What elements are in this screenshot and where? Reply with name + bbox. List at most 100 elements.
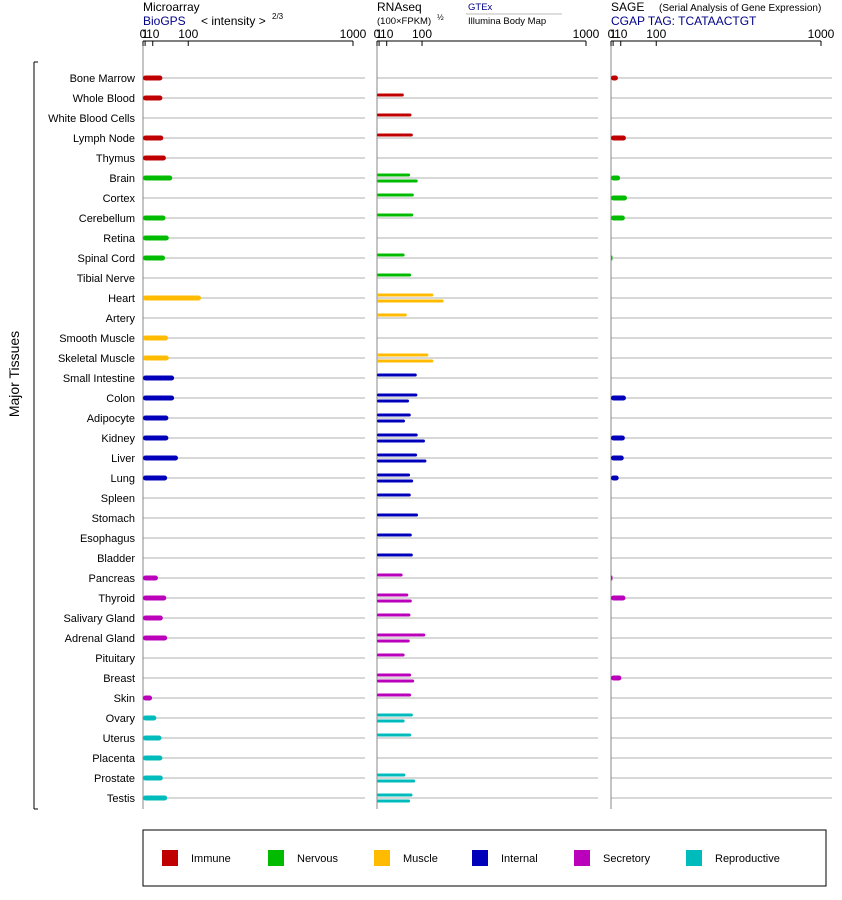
tissue-labels: Bone Marrow Whole Blood White Blood Cells L… (48, 73, 136, 805)
tissue-label: Lung (111, 473, 135, 485)
sage-bar (611, 195, 627, 201)
rnaseq-gtex-bar (377, 113, 412, 117)
rnaseq-gtex-bar (377, 793, 413, 797)
rnaseq-gtex-bar (377, 713, 413, 717)
rnaseq-illumina-bar (377, 399, 410, 403)
legend-label-nervous: Nervous (297, 853, 338, 865)
tissue-label: Small Intestine (63, 373, 135, 385)
bars (143, 75, 627, 803)
biogps-link[interactable]: BioGPS (143, 14, 186, 28)
rnaseq-gtex-bar (377, 253, 405, 257)
rnaseq-gtex-bar (377, 413, 411, 417)
microarray-tick-label: 1000 (340, 27, 367, 41)
microarray-tick-label: 0 (140, 27, 147, 41)
tissue-label: Pituitary (95, 653, 135, 665)
microarray-bar (143, 435, 169, 441)
microarray-bar (143, 455, 178, 461)
sage-bar (611, 435, 625, 441)
rnaseq-illumina-bar (377, 299, 444, 303)
tissue-label: Thyroid (98, 593, 135, 605)
illumina-label: Illumina Body Map (468, 16, 546, 27)
rnaseq-gtex-bar (377, 213, 414, 217)
tissue-label: Cortex (103, 193, 136, 205)
tissue-label: Adrenal Gland (65, 633, 135, 645)
rnaseq-gtex-bar (377, 133, 413, 137)
rnaseq-gtex-bar (377, 513, 419, 517)
sage-bar (611, 475, 619, 481)
y-axis-title: Major Tissues (6, 331, 22, 417)
microarray-bar (143, 575, 158, 581)
microarray-title: Microarray (143, 0, 200, 14)
rnaseq-gtex-bar (377, 353, 429, 357)
rnaseq-tick-label: 10 (380, 27, 394, 41)
microarray-tick-label: 100 (178, 27, 198, 41)
sage-subtitle: (Serial Analysis of Gene Expression) (659, 3, 821, 14)
rnaseq-gtex-bar (377, 573, 403, 577)
sage-tick-label: 1 (610, 27, 617, 41)
microarray-bar (143, 795, 168, 801)
tissue-label: Uterus (103, 733, 136, 745)
rnaseq-gtex-bar (377, 193, 414, 197)
legend: Immune Nervous Muscle Internal Secretory Repr… (162, 850, 780, 866)
tissue-label: Esophagus (80, 533, 136, 545)
rnaseq-gtex-bar (377, 393, 418, 397)
intensity-label: < intensity > (201, 14, 266, 28)
tissue-label: Prostate (94, 773, 135, 785)
rnaseq-gtex-bar (377, 473, 411, 477)
tissue-label: Thymus (96, 153, 136, 165)
tissue-label: White Blood Cells (48, 113, 135, 125)
legend-label-muscle: Muscle (403, 853, 438, 865)
sage-tick-label: 0 (608, 27, 615, 41)
microarray-bar (143, 755, 163, 761)
legend-swatch-internal (472, 850, 488, 866)
sage-tick-label: 100 (646, 27, 666, 41)
rnaseq-gtex-bar (377, 313, 407, 317)
sage-bar (611, 575, 613, 581)
microarray-bar (143, 775, 163, 781)
microarray-bar (143, 75, 163, 81)
legend-label-immune: Immune (191, 853, 231, 865)
legend-label-internal: Internal (501, 853, 538, 865)
legend-label-reproductive: Reproductive (715, 853, 780, 865)
rnaseq-illumina-bar (377, 459, 427, 463)
rnaseq-gtex-bar (377, 273, 412, 277)
tissue-label: Colon (106, 393, 135, 405)
tissue-label: Salivary Gland (63, 613, 135, 625)
tissue-label: Tibial Nerve (77, 273, 135, 285)
legend-swatch-reproductive (686, 850, 702, 866)
sage-bar (611, 75, 618, 81)
microarray-bar (143, 135, 164, 141)
rnaseq-tick-label: 100 (412, 27, 432, 41)
rnaseq-gtex-bar (377, 613, 411, 617)
rnaseq-gtex-bar (377, 173, 411, 177)
tissue-label: Heart (108, 293, 135, 305)
rnaseq-illumina-bar (377, 359, 434, 363)
rnaseq-illumina-bar (377, 799, 411, 803)
rnaseq-gtex-bar (377, 533, 412, 537)
tissue-label: Testis (107, 793, 136, 805)
sage-bar (611, 175, 621, 181)
microarray-bar (143, 215, 166, 221)
rnaseq-gtex-bar (377, 553, 413, 557)
microarray-bar (143, 95, 163, 101)
sage-bar (611, 255, 613, 261)
gtex-link[interactable]: GTEx (468, 2, 493, 13)
microarray-bar (143, 335, 168, 341)
microarray-bar (143, 615, 163, 621)
rnaseq-tick-label: 1000 (573, 27, 600, 41)
microarray-bar (143, 735, 162, 741)
microarray-bar (143, 395, 175, 401)
tissue-label: Pancreas (89, 573, 136, 585)
rnaseq-gtex-bar (377, 453, 418, 457)
rnaseq-tick-label: 0 (374, 27, 381, 41)
legend-swatch-muscle (374, 850, 390, 866)
intensity-exponent: 2/3 (272, 12, 284, 21)
microarray-bar (143, 595, 167, 601)
rnaseq-illumina-bar (377, 679, 415, 683)
tissue-label: Liver (111, 453, 135, 465)
rnaseq-gtex-bar (377, 773, 406, 777)
rnaseq-illumina-bar (377, 779, 416, 783)
tissue-label: Skeletal Muscle (58, 353, 135, 365)
